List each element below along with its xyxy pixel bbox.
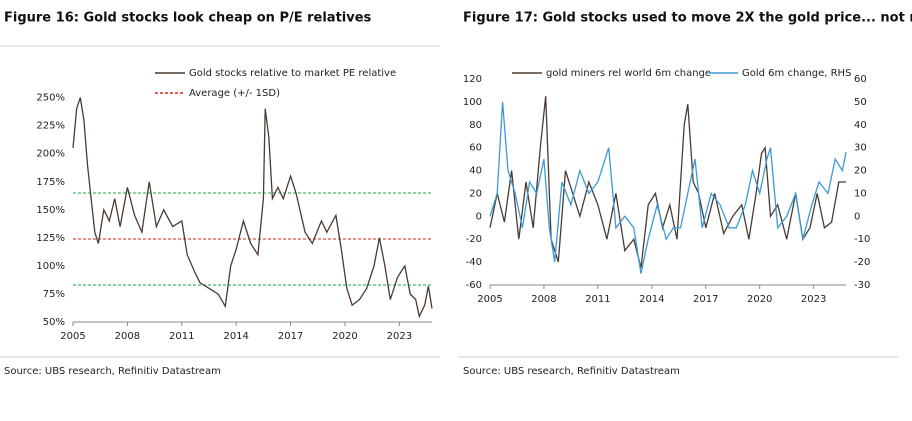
data-line (72, 97, 433, 319)
legend-label: Gold 6m change, RHS (742, 68, 851, 79)
x-tick-label: 2023 (387, 331, 412, 342)
y-tick-label: 250% (36, 93, 65, 104)
source: Source: UBS research, Refinitiv Datastre… (463, 366, 680, 377)
y2-tick-label: 30 (854, 143, 867, 154)
y-tick-label: -60 (466, 280, 482, 291)
x-tick-label: 2017 (278, 331, 303, 342)
y2-tick-label: -30 (854, 280, 870, 291)
y-tick-label: -20 (466, 234, 482, 245)
y2-tick-label: 20 (854, 166, 867, 177)
y-tick-label: 125% (36, 233, 65, 244)
y-tick-label: 40 (469, 166, 482, 177)
y2-tick-label: -10 (854, 234, 870, 245)
chart-title: Figure 17: Gold stocks used to move 2X t… (463, 11, 912, 26)
x-tick-label: 2011 (585, 294, 610, 305)
y-tick-label: 150% (36, 205, 65, 216)
x-tick-label: 2014 (639, 294, 664, 305)
y-tick-label: 120 (463, 74, 482, 85)
x-tick-label: 2020 (747, 294, 772, 305)
x-tick-label: 2005 (60, 331, 85, 342)
y2-tick-label: -20 (854, 257, 870, 268)
y-tick-label: 60 (469, 143, 482, 154)
y-tick-label: 75% (43, 289, 65, 300)
source: Source: UBS research, Refinitiv Datastre… (4, 366, 221, 377)
y2-tick-label: 0 (854, 211, 860, 222)
data-line (489, 96, 846, 268)
y2-tick-label: 50 (854, 97, 867, 108)
x-tick-label: 2008 (115, 331, 140, 342)
y-tick-label: -40 (466, 257, 482, 268)
chart-title: Figure 16: Gold stocks look cheap on P/E… (4, 11, 372, 26)
x-tick-label: 2014 (223, 331, 248, 342)
x-tick-label: 2005 (477, 294, 502, 305)
y-tick-label: 100 (463, 97, 482, 108)
y-tick-label: 100% (36, 261, 65, 272)
x-tick-label: 2011 (169, 331, 194, 342)
y-tick-label: 175% (36, 177, 65, 188)
y2-tick-label: 60 (854, 74, 867, 85)
x-tick-label: 2023 (801, 294, 826, 305)
legend-label: Gold stocks relative to market PE relati… (189, 68, 396, 79)
legend-label: Average (+/- 1SD) (189, 88, 280, 99)
y2-tick-label: 40 (854, 120, 867, 131)
x-tick-label: 2020 (332, 331, 357, 342)
y-tick-label: 200% (36, 149, 65, 160)
legend-label: gold miners rel world 6m change (546, 68, 711, 79)
y-tick-label: 50% (43, 317, 65, 328)
y2-tick-label: 10 (854, 188, 867, 199)
y-tick-label: 225% (36, 121, 65, 132)
data-line (489, 101, 847, 274)
x-tick-label: 2008 (531, 294, 556, 305)
y-tick-label: 80 (469, 120, 482, 131)
x-tick-label: 2017 (693, 294, 718, 305)
y-tick-label: 0 (476, 211, 482, 222)
y-tick-label: 20 (469, 188, 482, 199)
